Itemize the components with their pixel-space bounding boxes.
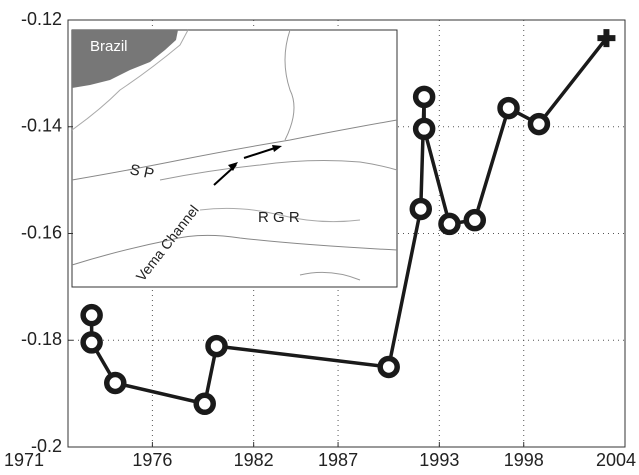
map-label: R G R (258, 209, 300, 226)
land (72, 30, 178, 88)
marker (377, 355, 400, 379)
marker (497, 96, 520, 120)
contour (71, 234, 398, 266)
contour (299, 271, 361, 281)
marker (527, 112, 551, 136)
arrowhead (272, 145, 282, 152)
x-tick-label: 1998 (504, 450, 544, 470)
marker (80, 331, 103, 354)
map-label: S P (128, 161, 155, 183)
inset-frame (71, 29, 398, 288)
inset-map: Brazil S P R G R Vema Channel (71, 29, 398, 288)
marker (412, 85, 436, 109)
y-tick-label: -0.16 (21, 222, 62, 242)
line (89, 37, 608, 406)
x-tick-label: 1987 (318, 450, 358, 470)
marker (104, 371, 127, 395)
shelf-contour (71, 29, 189, 131)
marker (438, 212, 461, 236)
x-tick-label: 1971 (4, 450, 44, 470)
marker (205, 334, 228, 358)
y-tick-label: -0.18 (21, 329, 62, 349)
arrow (243, 146, 279, 159)
marker (463, 208, 487, 232)
x-tick-label: 2004 (596, 450, 636, 470)
contour (199, 207, 361, 223)
x-tick-label: 1993 (419, 450, 459, 470)
y-tick-label: -0.2 (31, 436, 62, 456)
marker (409, 197, 433, 221)
marker (80, 303, 103, 327)
x-tick-label: 1976 (132, 450, 172, 470)
contour (159, 160, 398, 181)
contour (71, 119, 398, 181)
arrowhead (228, 162, 238, 171)
marker (412, 117, 436, 141)
y-tick-label: -0.14 (21, 116, 62, 136)
contour (284, 29, 295, 141)
x-tick-label: 1982 (234, 450, 274, 470)
map-label: Brazil (90, 38, 128, 55)
y-tick-label: -0.12 (21, 9, 62, 29)
marker (597, 29, 616, 48)
marker (193, 392, 216, 416)
